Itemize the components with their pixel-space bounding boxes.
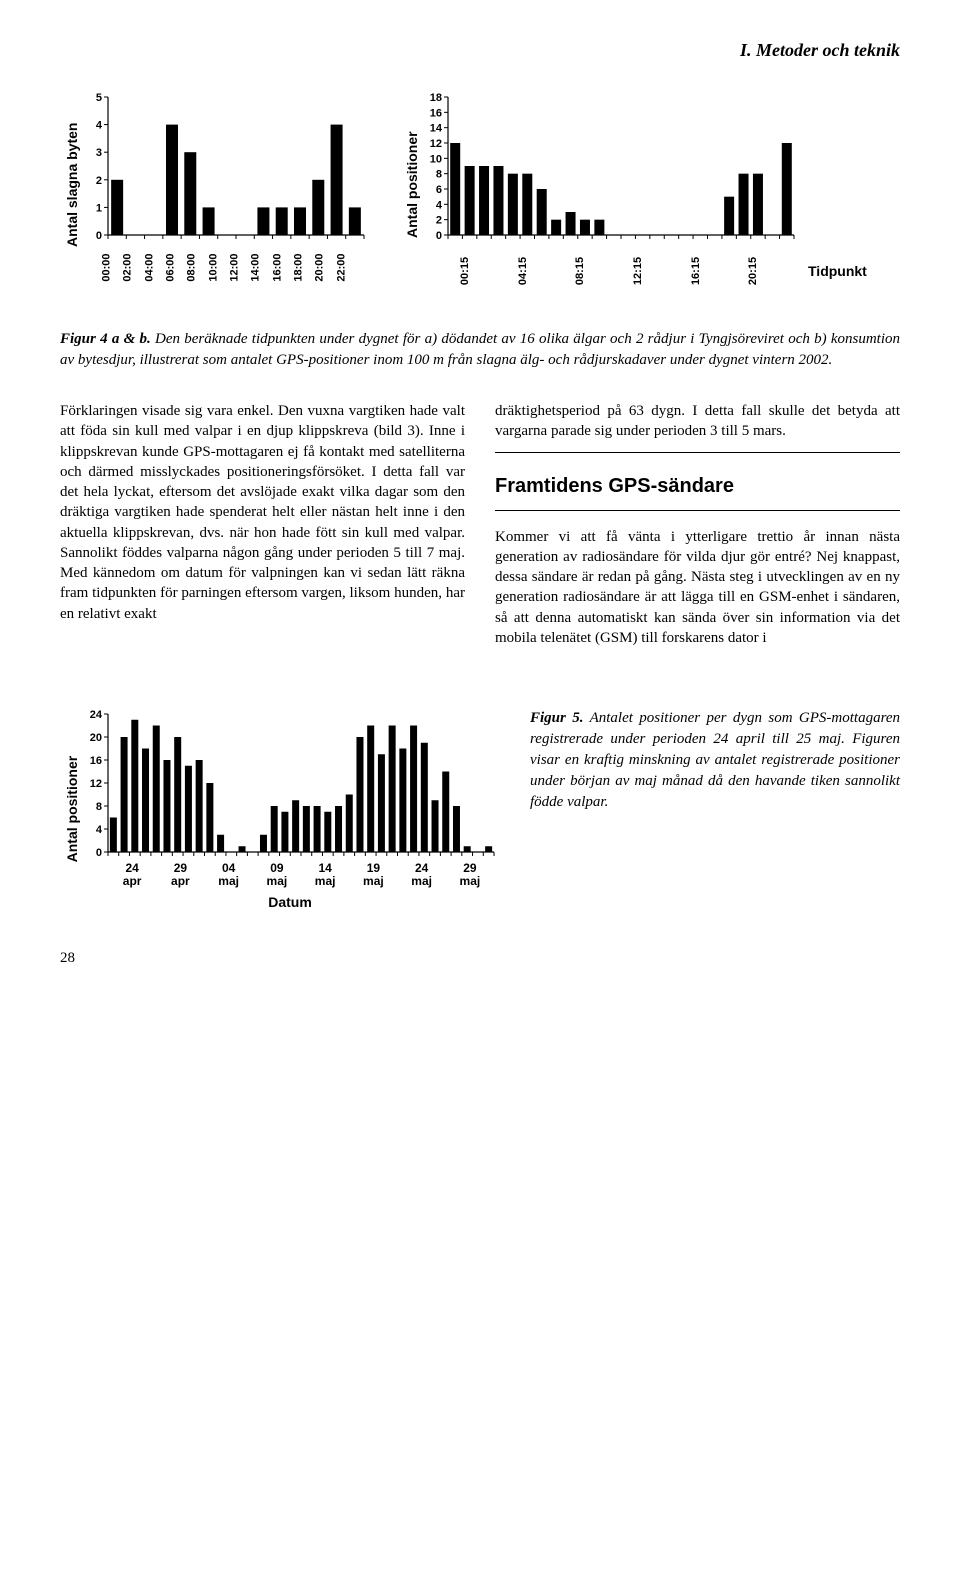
svg-text:0: 0 (96, 847, 102, 858)
svg-text:4: 4 (436, 199, 443, 211)
right-body-para: Kommer vi att få vänta i ytterligare tre… (495, 529, 900, 646)
chart-3-svg: 0 4 8 12 16 20 24 (80, 708, 500, 858)
chart-2: Antal positioner 0 2 4 6 8 10 12 14 16 18 00:1504… (400, 91, 867, 279)
chart-2-xlabel-right: Tidpunkt (808, 263, 867, 279)
svg-text:5: 5 (96, 92, 102, 104)
svg-text:8: 8 (436, 169, 442, 181)
svg-text:20: 20 (90, 732, 102, 744)
page-header: I. Metoder och teknik (60, 40, 900, 61)
figure-5-label: Figur 5. (530, 710, 583, 726)
figure-5-body: Antalet positioner per dygn som GPS-mott… (530, 710, 900, 810)
svg-text:12: 12 (430, 138, 442, 150)
body-columns: Förklaringen visade sig vara enkel. Den … (60, 401, 900, 648)
chart-3: Antal positioner 0 4 8 12 16 20 24 24apr29apr0… (60, 708, 500, 910)
svg-text:6: 6 (436, 184, 442, 196)
top-charts-row: Antal slagna byten 012345 00:0002:0004:0… (60, 91, 900, 279)
svg-text:1: 1 (96, 202, 102, 214)
section-divider-bottom (495, 510, 900, 511)
chart-1-svg: 0 1 2 3 4 5 (80, 91, 370, 241)
chart-1: Antal slagna byten 0 1 2 3 4 5 00:0002:0004:0… (60, 91, 370, 279)
svg-text:2: 2 (96, 175, 102, 187)
figure-4-label: Figur 4 a & b. (60, 331, 151, 347)
right-top-para: dräktighetsperiod på 63 dygn. I detta fa… (495, 403, 900, 439)
page-number: 28 (60, 950, 900, 967)
svg-text:18: 18 (430, 92, 442, 104)
svg-text:8: 8 (96, 801, 102, 813)
svg-text:14: 14 (430, 123, 443, 135)
chart-2-svg: 0 2 4 6 8 10 12 14 16 18 (420, 91, 800, 241)
svg-text:16: 16 (90, 755, 102, 767)
figure-4-caption: Figur 4 a & b. Den beräknade tidpunkten … (60, 329, 900, 371)
svg-text:2: 2 (436, 215, 442, 227)
svg-text:4: 4 (96, 824, 103, 836)
chart-1-ylabel: Antal slagna byten (60, 91, 80, 279)
section-heading: Framtidens GPS-sändare (495, 473, 900, 500)
chart-3-xlabels: 24apr29apr04maj09maj14maj19maj24maj29maj (80, 862, 500, 888)
figure-5-caption: Figur 5. Antalet positioner per dygn som… (530, 708, 900, 813)
chart-2-xlabels: 00:1504:1508:1512:1516:1520:15 (420, 243, 800, 279)
left-column: Förklaringen visade sig vara enkel. Den … (60, 401, 465, 648)
chart-2-ylabel: Antal positioner (400, 91, 420, 279)
figure-4-body: Den beräknade tidpunkten under dygnet fö… (60, 331, 900, 368)
svg-text:12: 12 (90, 778, 102, 790)
svg-text:24: 24 (90, 709, 103, 721)
svg-text:0: 0 (436, 230, 442, 241)
svg-text:0: 0 (96, 230, 102, 241)
chart-3-ylabel: Antal positioner (60, 708, 80, 910)
svg-text:10: 10 (430, 153, 442, 165)
svg-text:3: 3 (96, 147, 102, 159)
right-column: dräktighetsperiod på 63 dygn. I detta fa… (495, 401, 900, 648)
chart-1-xlabels: 00:0002:0004:0006:0008:0010:0012:0014:00… (80, 243, 370, 279)
svg-text:4: 4 (96, 120, 103, 132)
section-divider-top (495, 452, 900, 453)
svg-text:16: 16 (430, 107, 442, 119)
chart-3-xlabel-bottom: Datum (80, 894, 500, 910)
bottom-row: Antal positioner 0 4 8 12 16 20 24 24apr29apr0… (60, 708, 900, 910)
